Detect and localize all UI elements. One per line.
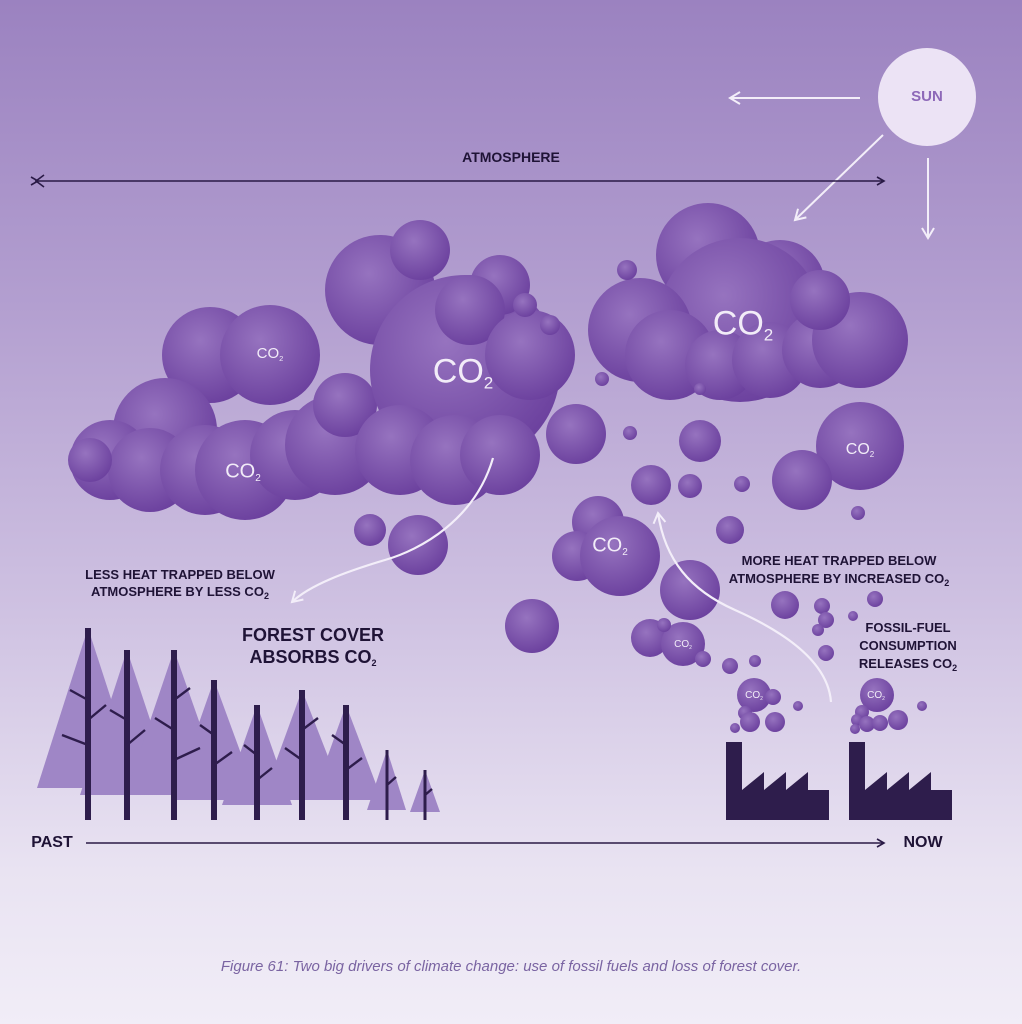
co2-label-left-bottom: CO2: [225, 460, 261, 484]
factory-left: [726, 742, 829, 820]
co2-label-left-large: CO2: [432, 352, 494, 393]
less-heat-label: LESS HEAT TRAPPED BELOW ATMOSPHERE BY LE…: [85, 567, 275, 601]
co2-label-right-large: CO2: [712, 304, 774, 345]
figure-caption: Figure 61: Two big drivers of climate ch…: [220, 958, 802, 975]
co2-label-factory-right: CO2: [867, 690, 885, 702]
now-label: NOW: [903, 834, 943, 851]
fossil-fuel-label: FOSSIL-FUEL CONSUMPTION RELEASES CO2: [858, 620, 958, 673]
sun-ray-diagonal-arrow: [793, 134, 884, 222]
co2-cloud-right-edge: [772, 402, 904, 510]
factory-smoke-left: [730, 678, 785, 733]
atmosphere-label: ATMOSPHERE: [462, 149, 560, 165]
co2-label-small-top: CO2: [256, 345, 284, 363]
co2-cloud-small: [631, 618, 711, 667]
co2-bubbles: [354, 372, 927, 711]
past-label: PAST: [31, 834, 73, 851]
forest-label: FOREST COVER ABSORBS CO2: [241, 625, 384, 668]
forest: [37, 628, 440, 820]
factories: [726, 742, 952, 820]
sun-label: SUN: [911, 88, 943, 105]
absorption-arrow: [290, 457, 495, 604]
sun-circle: [878, 48, 976, 146]
co2-label-middle: CO2: [592, 534, 628, 558]
more-heat-label: MORE HEAT TRAPPED BELOW ATMOSPHERE BY IN…: [728, 553, 950, 588]
factory-smoke-right: [850, 678, 908, 734]
co2-label-right-edge: CO2: [845, 441, 875, 459]
co2-label-small: CO2: [674, 639, 692, 651]
factory-right: [849, 742, 952, 820]
left-co2-cloud: [68, 220, 575, 520]
co2-cloud-middle: [552, 496, 660, 596]
emission-arrow: [652, 511, 833, 703]
co2-label-factory-left: CO2: [745, 690, 763, 702]
right-co2-cloud: [588, 203, 908, 402]
